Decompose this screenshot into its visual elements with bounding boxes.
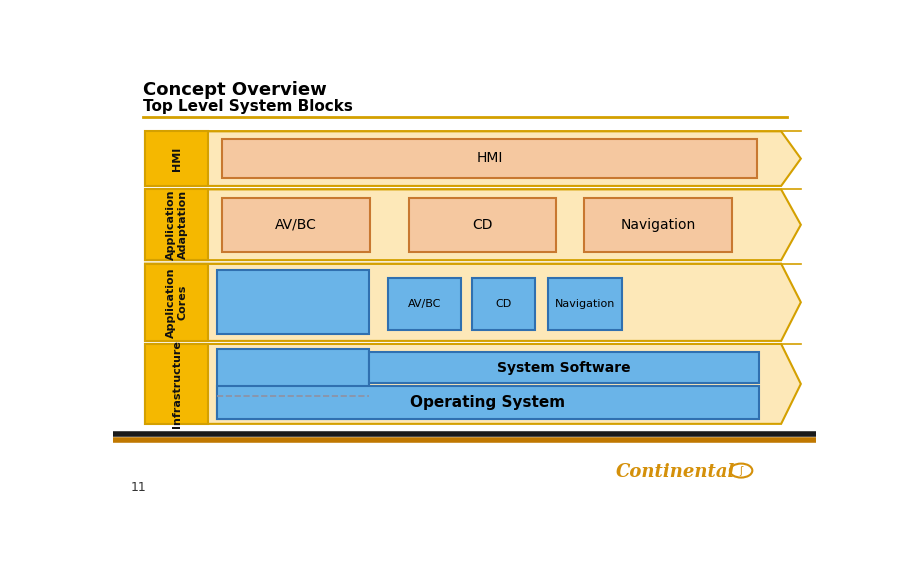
FancyBboxPatch shape bbox=[368, 352, 758, 383]
Polygon shape bbox=[145, 264, 801, 341]
Polygon shape bbox=[145, 132, 801, 186]
Text: CD: CD bbox=[495, 299, 512, 309]
Text: CD: CD bbox=[473, 218, 493, 232]
FancyBboxPatch shape bbox=[408, 198, 556, 252]
Text: HMI: HMI bbox=[171, 146, 181, 171]
Polygon shape bbox=[145, 189, 209, 260]
Text: ʃ: ʃ bbox=[739, 466, 743, 476]
FancyBboxPatch shape bbox=[548, 278, 621, 330]
FancyBboxPatch shape bbox=[222, 139, 756, 178]
FancyBboxPatch shape bbox=[584, 198, 732, 252]
Text: Continental: Continental bbox=[616, 463, 736, 481]
Text: Application
Cores: Application Cores bbox=[166, 267, 188, 337]
Polygon shape bbox=[145, 132, 209, 186]
Text: System Software: System Software bbox=[497, 361, 630, 375]
Text: Application
Adaptation: Application Adaptation bbox=[166, 189, 188, 260]
Text: Navigation: Navigation bbox=[620, 218, 696, 232]
Text: 11: 11 bbox=[131, 481, 147, 494]
Polygon shape bbox=[145, 344, 209, 424]
Text: HMI: HMI bbox=[476, 151, 502, 166]
Polygon shape bbox=[145, 264, 209, 341]
Text: Top Level System Blocks: Top Level System Blocks bbox=[143, 99, 353, 113]
Text: AV/BC: AV/BC bbox=[408, 299, 441, 309]
FancyBboxPatch shape bbox=[218, 270, 368, 335]
FancyBboxPatch shape bbox=[387, 278, 462, 330]
FancyBboxPatch shape bbox=[218, 349, 368, 420]
Text: AV/BC: AV/BC bbox=[275, 218, 317, 232]
Text: Concept Overview: Concept Overview bbox=[143, 81, 327, 99]
Polygon shape bbox=[145, 344, 801, 424]
FancyBboxPatch shape bbox=[472, 278, 535, 330]
FancyBboxPatch shape bbox=[218, 386, 758, 420]
Text: Navigation: Navigation bbox=[554, 299, 615, 309]
Text: Infrastructure: Infrastructure bbox=[171, 340, 181, 428]
FancyBboxPatch shape bbox=[222, 198, 370, 252]
Text: Operating System: Operating System bbox=[411, 395, 566, 410]
Polygon shape bbox=[145, 189, 801, 260]
